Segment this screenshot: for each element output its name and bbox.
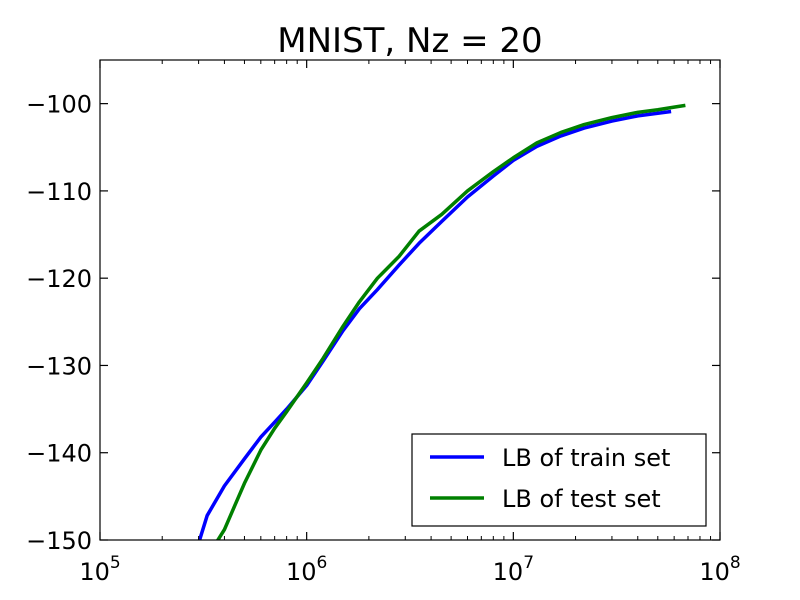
x-tick-label-2: 106 — [286, 553, 327, 586]
chart-title: MNIST, Nz = 20 — [277, 21, 542, 61]
legend-label-2: LB of test set — [502, 485, 661, 513]
series-layer — [197, 103, 686, 540]
x-tick-label-4: 108 — [699, 553, 740, 586]
legend-box — [411, 433, 707, 527]
y-tick-label-2: −110 — [26, 178, 92, 206]
x-axis: 105 106 107 108 — [79, 60, 741, 586]
x-tick-label-1: 105 — [79, 553, 120, 586]
plot-frame — [99, 59, 721, 541]
series-line-2 — [215, 103, 686, 540]
y-axis: −100 −110 −120 −130 −140 −150 — [26, 91, 720, 555]
x-tick-label-3: 107 — [493, 553, 534, 586]
legend-label-1: LB of train set — [502, 444, 670, 472]
y-tick-label-4: −130 — [26, 352, 92, 380]
legend: LB of train set LB of test set — [411, 433, 707, 527]
y-tick-label-3: −120 — [26, 265, 92, 293]
y-tick-label-5: −140 — [26, 440, 92, 468]
y-tick-label-1: −100 — [26, 91, 92, 119]
y-tick-label-6: −150 — [26, 527, 92, 555]
series-line-1 — [197, 109, 672, 540]
